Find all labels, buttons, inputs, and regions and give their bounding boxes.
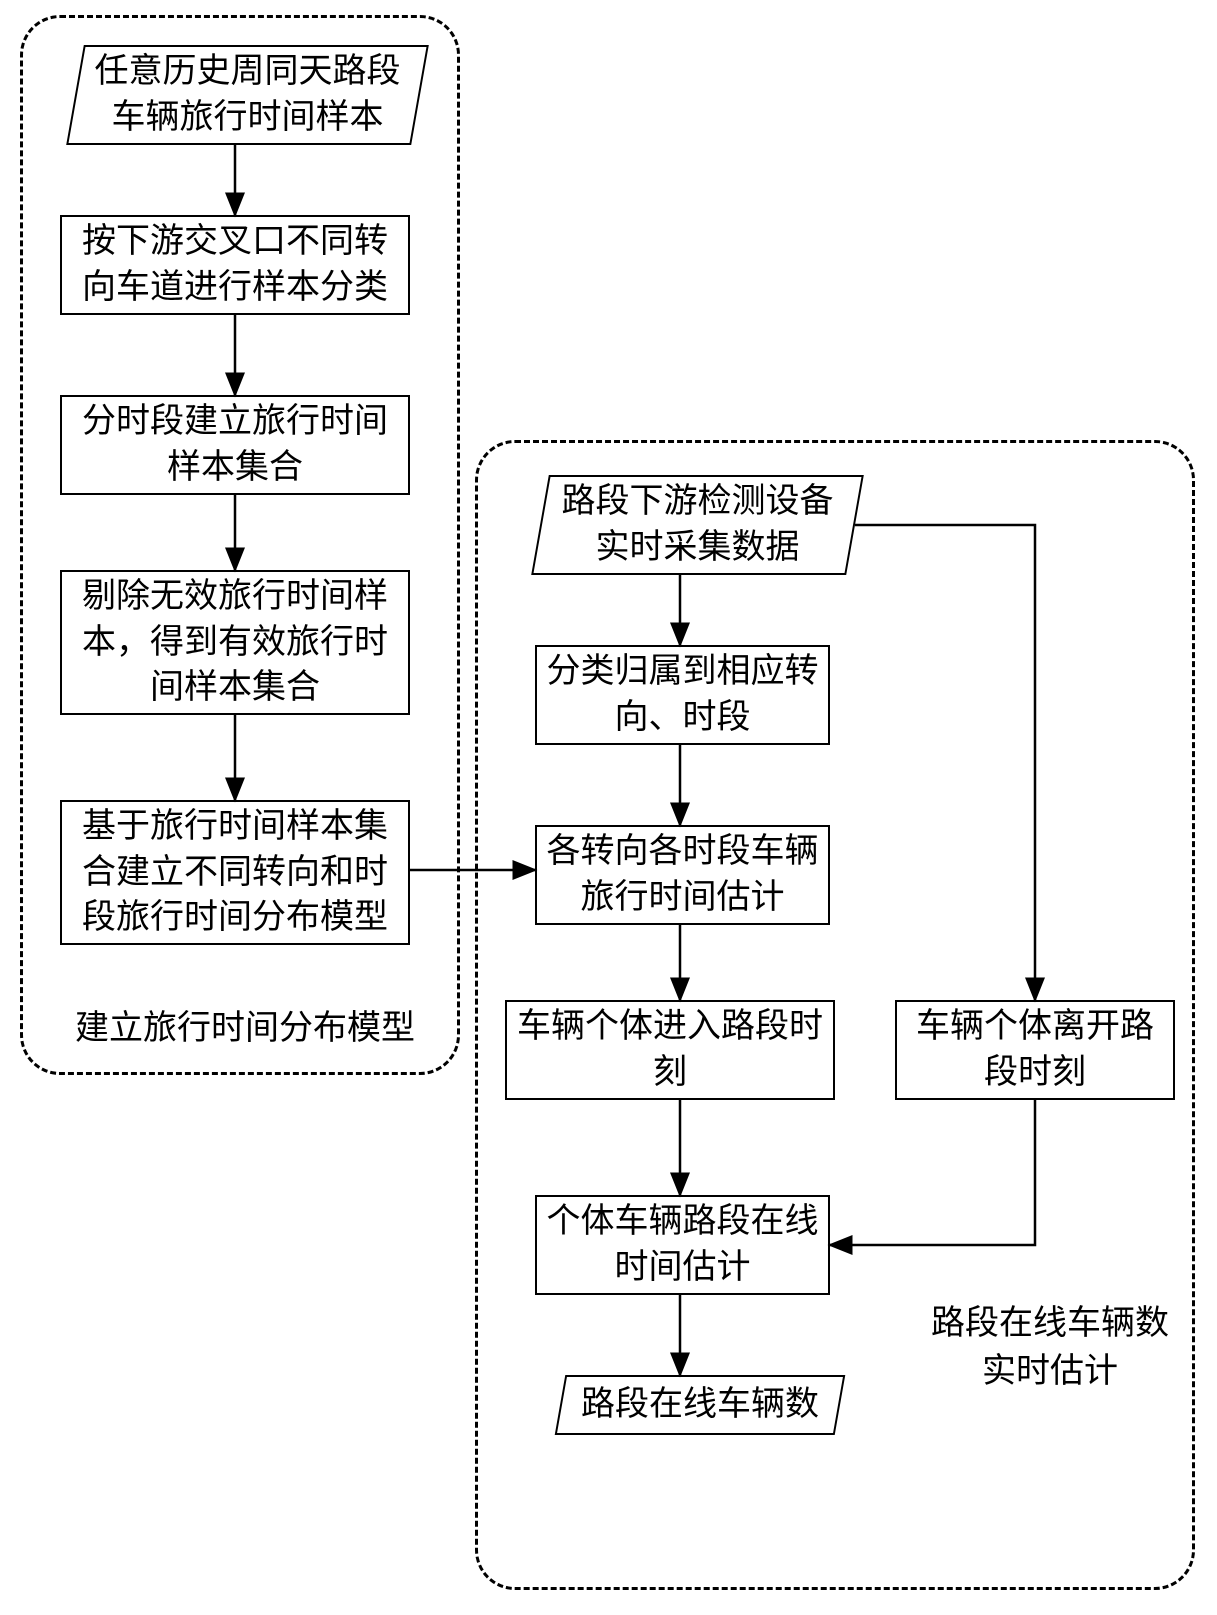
node-build-time-sets: 分时段建立旅行时间样本集合 [60, 395, 410, 495]
label-text: 路段在线车辆数实时估计 [931, 1305, 1169, 1390]
node-text: 分类归属到相应转向、时段 [543, 649, 822, 741]
node-filter-invalid: 剔除无效旅行时间样本，得到有效旅行时间样本集合 [60, 570, 410, 715]
node-classify-turn-time: 分类归属到相应转向、时段 [535, 645, 830, 745]
right-section-label: 路段在线车辆数实时估计 [920, 1300, 1180, 1395]
node-text: 按下游交叉口不同转向车道进行样本分类 [68, 219, 402, 311]
node-travel-time-estimate: 各转向各时段车辆旅行时间估计 [535, 825, 830, 925]
label-text: 建立旅行时间分布模型 [75, 1010, 415, 1047]
node-downstream-detector: 路段下游检测设备实时采集数据 [531, 475, 864, 575]
node-text: 车辆个体离开路段时刻 [903, 1004, 1167, 1096]
node-text: 分时段建立旅行时间样本集合 [68, 399, 402, 491]
node-text: 任意历史周同天路段车辆旅行时间样本 [83, 49, 412, 141]
node-text: 路段下游检测设备实时采集数据 [548, 479, 847, 571]
node-history-sample: 任意历史周同天路段车辆旅行时间样本 [66, 45, 429, 145]
left-section-label: 建立旅行时间分布模型 [55, 1005, 435, 1053]
node-leave-time: 车辆个体离开路段时刻 [895, 1000, 1175, 1100]
node-classify-by-lane: 按下游交叉口不同转向车道进行样本分类 [60, 215, 410, 315]
node-build-distribution-model: 基于旅行时间样本集合建立不同转向和时段旅行时间分布模型 [60, 800, 410, 945]
node-text: 各转向各时段车辆旅行时间估计 [543, 829, 822, 921]
node-online-time-estimate: 个体车辆路段在线时间估计 [535, 1195, 830, 1295]
node-text: 路段在线车辆数 [581, 1382, 819, 1428]
node-text: 车辆个体进入路段时刻 [513, 1004, 827, 1096]
node-enter-time: 车辆个体进入路段时刻 [505, 1000, 835, 1100]
node-text: 剔除无效旅行时间样本，得到有效旅行时间样本集合 [68, 574, 402, 712]
node-text: 基于旅行时间样本集合建立不同转向和时段旅行时间分布模型 [68, 804, 402, 942]
node-online-vehicle-count: 路段在线车辆数 [555, 1375, 846, 1435]
node-text: 个体车辆路段在线时间估计 [543, 1199, 822, 1291]
